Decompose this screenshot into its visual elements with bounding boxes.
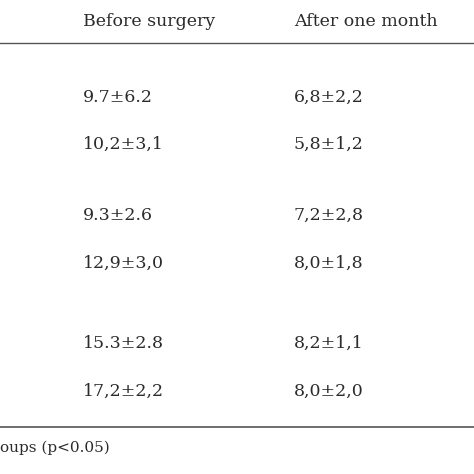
Text: 9.3±2.6: 9.3±2.6 — [83, 207, 153, 224]
Text: 5,8±1,2: 5,8±1,2 — [294, 136, 364, 153]
Text: 6,8±2,2: 6,8±2,2 — [294, 89, 364, 106]
Text: 12,9±3,0: 12,9±3,0 — [83, 255, 164, 272]
Text: After one month: After one month — [294, 13, 438, 30]
Text: oups (p<0.05): oups (p<0.05) — [0, 441, 110, 455]
Text: 9.7±6.2: 9.7±6.2 — [83, 89, 153, 106]
Text: 10,2±3,1: 10,2±3,1 — [83, 136, 164, 153]
Text: Before surgery: Before surgery — [83, 13, 215, 30]
Text: 7,2±2,8: 7,2±2,8 — [294, 207, 364, 224]
Text: 15.3±2.8: 15.3±2.8 — [83, 335, 164, 352]
Text: 17,2±2,2: 17,2±2,2 — [83, 383, 164, 400]
Text: 8,2±1,1: 8,2±1,1 — [294, 335, 364, 352]
Text: 8,0±1,8: 8,0±1,8 — [294, 255, 364, 272]
Text: 8,0±2,0: 8,0±2,0 — [294, 383, 364, 400]
